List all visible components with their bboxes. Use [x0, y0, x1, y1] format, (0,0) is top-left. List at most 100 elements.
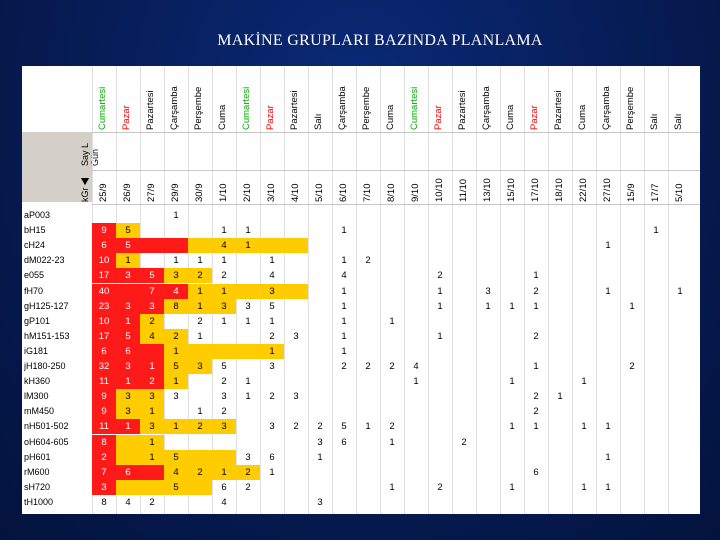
- schedule-cell[interactable]: 6: [221, 481, 227, 493]
- schedule-cell[interactable]: 6: [269, 451, 275, 463]
- schedule-cell[interactable]: [116, 283, 140, 299]
- schedule-cell[interactable]: 2: [236, 464, 260, 480]
- schedule-cell[interactable]: 1: [509, 481, 515, 493]
- schedule-cell[interactable]: 3: [116, 404, 140, 420]
- schedule-cell[interactable]: 2: [533, 285, 539, 297]
- schedule-cell[interactable]: 1: [389, 436, 395, 448]
- schedule-cell[interactable]: 3: [212, 419, 236, 435]
- schedule-cell[interactable]: 3: [92, 479, 116, 495]
- schedule-cell[interactable]: 1: [269, 255, 275, 267]
- schedule-cell[interactable]: 1: [581, 376, 587, 388]
- schedule-cell[interactable]: 1: [245, 225, 251, 237]
- schedule-cell[interactable]: 11: [92, 374, 116, 390]
- schedule-cell[interactable]: [212, 343, 236, 359]
- schedule-cell[interactable]: 2: [269, 330, 275, 342]
- schedule-cell[interactable]: 6: [116, 464, 140, 480]
- schedule-cell[interactable]: 1: [173, 210, 179, 221]
- schedule-cell[interactable]: 5: [164, 479, 188, 495]
- schedule-cell[interactable]: 1: [341, 330, 347, 342]
- schedule-cell[interactable]: 2: [293, 421, 299, 433]
- schedule-cell[interactable]: 1: [605, 285, 611, 297]
- schedule-cell[interactable]: 1: [677, 285, 683, 297]
- schedule-cell[interactable]: 2: [533, 330, 539, 342]
- schedule-cell[interactable]: 1: [605, 421, 611, 433]
- schedule-cell[interactable]: [140, 479, 164, 495]
- schedule-cell[interactable]: 1: [245, 315, 251, 327]
- schedule-cell[interactable]: 1: [221, 225, 227, 237]
- schedule-cell[interactable]: 2: [221, 270, 227, 282]
- schedule-cell[interactable]: 6: [533, 466, 539, 478]
- schedule-cell[interactable]: [236, 343, 260, 359]
- schedule-cell[interactable]: 4: [164, 464, 188, 480]
- schedule-cell[interactable]: 4: [140, 328, 164, 344]
- schedule-cell[interactable]: 8: [92, 434, 116, 450]
- schedule-cell[interactable]: 8: [164, 298, 188, 314]
- schedule-cell[interactable]: [164, 238, 188, 254]
- schedule-cell[interactable]: 3: [260, 283, 284, 299]
- schedule-cell[interactable]: 1: [212, 283, 236, 299]
- schedule-cell[interactable]: 5: [116, 223, 140, 239]
- schedule-cell[interactable]: 1: [533, 361, 539, 372]
- schedule-cell[interactable]: 9: [92, 223, 116, 239]
- schedule-cell[interactable]: 1: [509, 421, 515, 433]
- schedule-cell[interactable]: 2: [461, 436, 467, 448]
- schedule-cell[interactable]: 3: [317, 496, 323, 508]
- schedule-cell[interactable]: 4: [341, 270, 347, 282]
- schedule-cell[interactable]: 1: [140, 449, 164, 465]
- schedule-cell[interactable]: 2: [389, 361, 395, 372]
- schedule-cell[interactable]: 2: [533, 391, 539, 403]
- schedule-cell[interactable]: 5: [164, 449, 188, 465]
- schedule-cell[interactable]: 1: [605, 481, 611, 493]
- schedule-cell[interactable]: 2: [188, 268, 212, 284]
- schedule-cell[interactable]: 1: [197, 406, 203, 418]
- schedule-cell[interactable]: [116, 434, 140, 450]
- schedule-cell[interactable]: 1: [245, 376, 251, 388]
- schedule-cell[interactable]: [284, 238, 308, 254]
- schedule-cell[interactable]: 1: [341, 345, 347, 357]
- schedule-cell[interactable]: 4: [164, 283, 188, 299]
- schedule-cell[interactable]: 2: [269, 391, 275, 403]
- schedule-cell[interactable]: 2: [317, 421, 323, 433]
- schedule-cell[interactable]: 1: [389, 315, 395, 327]
- schedule-cell[interactable]: 9: [92, 404, 116, 420]
- schedule-cell[interactable]: [236, 283, 260, 299]
- schedule-cell[interactable]: 1: [341, 285, 347, 297]
- schedule-cell[interactable]: 1: [260, 343, 284, 359]
- schedule-cell[interactable]: 6: [341, 436, 347, 448]
- schedule-cell[interactable]: 5: [116, 238, 140, 254]
- schedule-cell[interactable]: 1: [413, 376, 419, 388]
- schedule-cell[interactable]: 5: [140, 268, 164, 284]
- schedule-cell[interactable]: 1: [140, 359, 164, 374]
- schedule-cell[interactable]: 2: [533, 406, 539, 418]
- schedule-cell[interactable]: 1: [164, 343, 188, 359]
- schedule-cell[interactable]: 1: [605, 451, 611, 463]
- filter-dropdown-kgr[interactable]: [81, 178, 89, 185]
- schedule-cell[interactable]: 3: [116, 359, 140, 374]
- schedule-cell[interactable]: 3: [245, 451, 251, 463]
- schedule-cell[interactable]: 3: [116, 389, 140, 405]
- schedule-cell[interactable]: 17: [92, 328, 116, 344]
- schedule-cell[interactable]: 4: [125, 496, 131, 508]
- schedule-cell[interactable]: 2: [164, 328, 188, 344]
- schedule-cell[interactable]: [140, 343, 164, 359]
- schedule-cell[interactable]: 8: [101, 496, 107, 508]
- schedule-cell[interactable]: 4: [413, 361, 419, 372]
- schedule-cell[interactable]: 1: [653, 225, 659, 237]
- schedule-cell[interactable]: 10: [92, 253, 116, 269]
- schedule-cell[interactable]: 1: [533, 300, 539, 312]
- schedule-cell[interactable]: 1: [389, 481, 395, 493]
- schedule-cell[interactable]: 3: [140, 389, 164, 405]
- schedule-cell[interactable]: 5: [341, 421, 347, 433]
- schedule-cell[interactable]: 3: [293, 330, 299, 342]
- schedule-cell[interactable]: 7: [92, 464, 116, 480]
- schedule-cell[interactable]: 17: [92, 268, 116, 284]
- schedule-cell[interactable]: 3: [293, 391, 299, 403]
- schedule-cell[interactable]: 11: [92, 419, 116, 435]
- schedule-cell[interactable]: [188, 343, 212, 359]
- schedule-cell[interactable]: 2: [437, 270, 443, 282]
- schedule-cell[interactable]: 4: [212, 238, 236, 254]
- schedule-cell[interactable]: 3: [212, 298, 236, 314]
- schedule-cell[interactable]: 1: [437, 300, 443, 312]
- schedule-cell[interactable]: 5: [116, 328, 140, 344]
- schedule-cell[interactable]: 1: [341, 225, 347, 237]
